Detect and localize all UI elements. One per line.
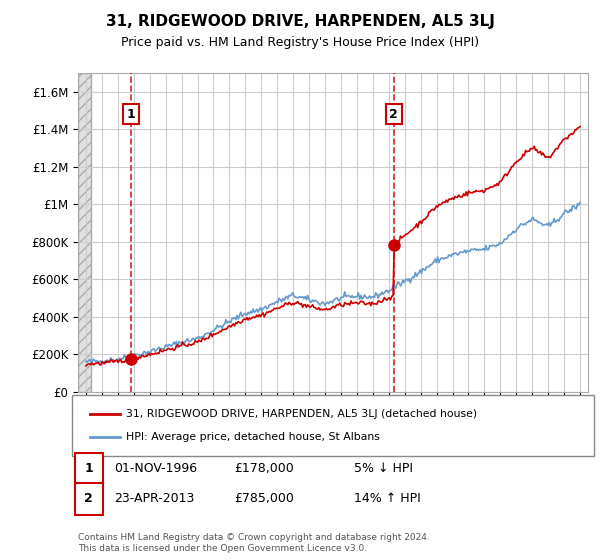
Text: 5% ↓ HPI: 5% ↓ HPI: [354, 462, 413, 475]
Text: 01-NOV-1996: 01-NOV-1996: [114, 462, 197, 475]
Text: 2: 2: [389, 108, 398, 120]
Text: 23-APR-2013: 23-APR-2013: [114, 492, 194, 505]
Text: 31, RIDGEWOOD DRIVE, HARPENDEN, AL5 3LJ: 31, RIDGEWOOD DRIVE, HARPENDEN, AL5 3LJ: [106, 14, 494, 29]
Text: 2: 2: [85, 492, 93, 505]
Text: £178,000: £178,000: [234, 462, 294, 475]
Text: £785,000: £785,000: [234, 492, 294, 505]
Text: 31, RIDGEWOOD DRIVE, HARPENDEN, AL5 3LJ (detached house): 31, RIDGEWOOD DRIVE, HARPENDEN, AL5 3LJ …: [126, 409, 477, 419]
Bar: [78, 73, 91, 392]
Text: 1: 1: [127, 108, 136, 120]
Text: 1: 1: [85, 462, 93, 475]
Text: 14% ↑ HPI: 14% ↑ HPI: [354, 492, 421, 505]
Text: Price paid vs. HM Land Registry's House Price Index (HPI): Price paid vs. HM Land Registry's House …: [121, 36, 479, 49]
Bar: [78, 73, 91, 392]
Text: HPI: Average price, detached house, St Albans: HPI: Average price, detached house, St A…: [126, 432, 380, 442]
Text: Contains HM Land Registry data © Crown copyright and database right 2024.
This d: Contains HM Land Registry data © Crown c…: [78, 533, 430, 553]
